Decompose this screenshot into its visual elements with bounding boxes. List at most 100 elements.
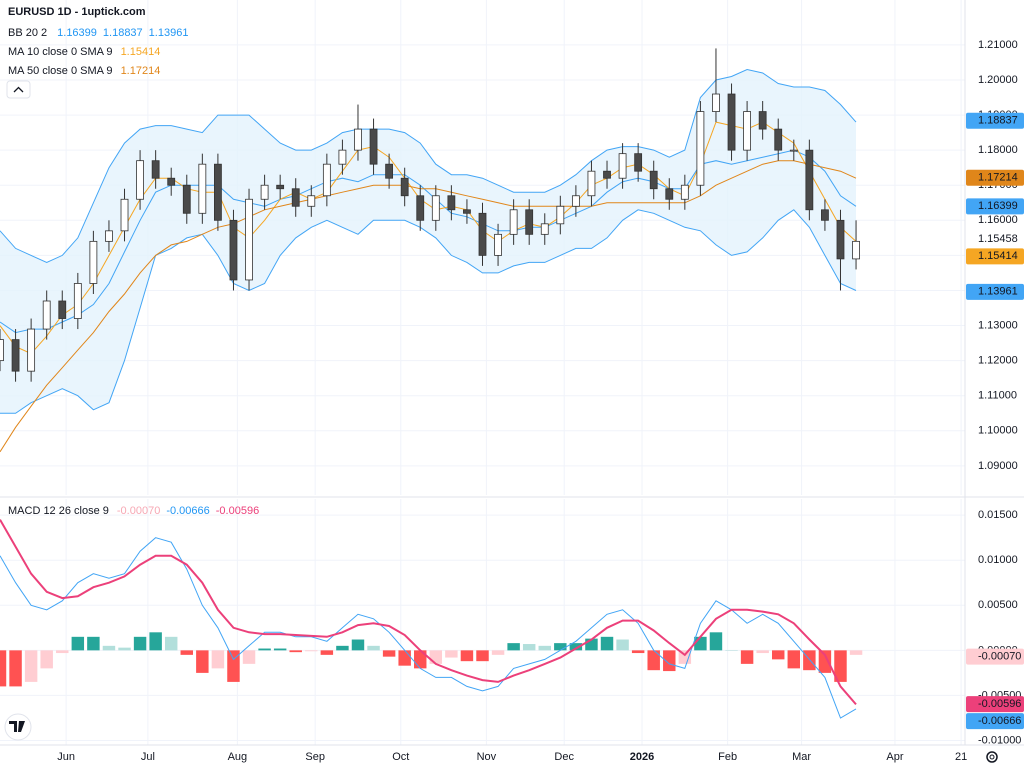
histogram-bar (87, 636, 100, 651)
histogram-bar (164, 636, 178, 651)
candle-body (805, 149, 814, 211)
candle-body (618, 153, 627, 179)
candle-body (73, 283, 82, 319)
candle-body (431, 195, 440, 221)
signal-line (0, 519, 857, 706)
price-tag (966, 169, 1024, 186)
y-tick-label: 0.01500 (978, 509, 1018, 521)
price-tag (966, 112, 1024, 129)
band-line (0, 68, 857, 263)
histogram-bar (367, 645, 380, 651)
x-tick-label: 21 (955, 751, 967, 763)
histogram-bar (118, 647, 131, 651)
histogram-bar (133, 636, 147, 651)
candle-body (167, 177, 176, 186)
legend-value: -0.00596 (216, 505, 259, 517)
candle-body (416, 195, 425, 221)
histogram-bar (585, 638, 598, 651)
gear-icon[interactable] (986, 751, 998, 763)
candle-body (385, 163, 394, 179)
x-tick-label: Sep (305, 751, 325, 763)
button-box[interactable] (6, 80, 31, 99)
macd-line (0, 537, 857, 719)
histogram-bar (507, 643, 520, 651)
tv-logo[interactable] (4, 713, 32, 741)
logo-circle[interactable] (4, 713, 32, 741)
candle-body (680, 184, 689, 200)
histogram-bar (631, 650, 645, 654)
histogram-bar (709, 632, 723, 651)
histogram-bar (102, 645, 116, 651)
legend-label: MA 10 close 0 SMA 9 (8, 46, 113, 58)
candle-body (821, 209, 829, 221)
histogram-bar (71, 636, 85, 651)
price-tag (965, 230, 1024, 248)
histogram-bar (273, 648, 287, 651)
histogram-bar (196, 650, 209, 673)
y-tick-label: 1.20000 (978, 74, 1018, 86)
price-tag-label: 1.15458 (978, 233, 1018, 245)
histogram-bar (414, 650, 427, 669)
price-tag (966, 248, 1024, 265)
price-tag-label: 1.18837 (978, 115, 1018, 127)
x-tick-label: Dec (554, 751, 574, 763)
candle-body (58, 300, 67, 319)
histogram-bar (445, 650, 458, 658)
x-tick-label: Oct (392, 751, 409, 763)
histogram-bar (227, 650, 240, 682)
candle-body (307, 195, 316, 207)
candle-body (338, 149, 347, 165)
candle-body (214, 163, 222, 221)
candle-body (369, 128, 378, 165)
settings-button[interactable] (986, 751, 998, 763)
histogram-bar (663, 650, 676, 672)
candle-body (322, 163, 331, 197)
price-tag-label: -0.00666 (978, 715, 1021, 727)
histogram-bar (616, 639, 629, 651)
candle-body (198, 163, 207, 214)
y-tick-label: 1.10000 (978, 425, 1018, 437)
histogram-bar (351, 639, 365, 651)
histogram-bar (289, 650, 302, 653)
legend-value: 1.16399 (57, 27, 97, 39)
logo-mark[interactable] (9, 721, 25, 732)
candle-body (649, 170, 658, 190)
x-tick-label: Jul (141, 751, 155, 763)
candle-body (245, 198, 253, 281)
x-tick-label: Jun (57, 751, 75, 763)
collapse-button[interactable] (6, 80, 31, 99)
candle-body (354, 128, 362, 151)
price-tag (966, 283, 1024, 300)
histogram-bar (538, 645, 551, 651)
histogram-bar (818, 650, 832, 673)
chevron-icon[interactable] (13, 86, 24, 93)
candle-body (556, 205, 565, 225)
candle-body (136, 160, 144, 200)
ma-line (0, 160, 857, 453)
histogram-bar (803, 650, 816, 671)
histogram-bar (522, 644, 536, 651)
histogram-bar (398, 650, 411, 666)
candle-body (89, 240, 98, 284)
x-tick-label: Mar (792, 751, 811, 763)
y-tick-label: 1.18000 (978, 144, 1018, 156)
band-line (0, 209, 857, 414)
histogram-bar (772, 650, 785, 660)
histogram-bar (242, 650, 256, 664)
y-tick-label: 1.12000 (978, 355, 1018, 367)
band-line (0, 149, 857, 334)
gear-hub[interactable] (989, 754, 995, 760)
histogram-bar (569, 643, 583, 651)
candle-body (774, 128, 783, 151)
x-tick-label: Feb (718, 751, 737, 763)
candle-body (789, 149, 798, 152)
histogram-bar (849, 650, 863, 655)
price-tag-label: -0.00596 (978, 698, 1021, 710)
y-tick-label: -0.01000 (978, 734, 1021, 746)
candle-body (27, 328, 36, 372)
x-tick-label: Nov (477, 751, 497, 763)
x-tick-label: 2026 (630, 751, 654, 763)
candle-body (260, 184, 269, 200)
